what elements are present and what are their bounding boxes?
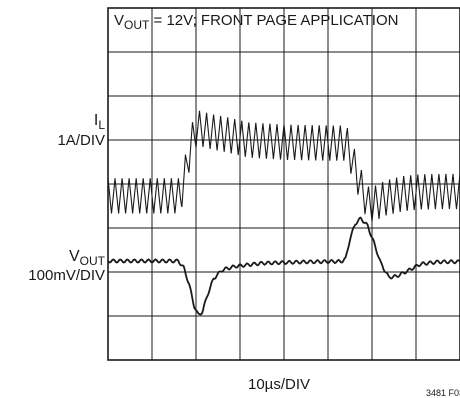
graticule bbox=[108, 8, 460, 360]
waveform-traces bbox=[107, 110, 460, 316]
scale-label-inductor-current: 1A/DIV bbox=[57, 132, 105, 149]
output-voltage-trace bbox=[107, 216, 460, 316]
scale-label-output-voltage: 100mV/DIV bbox=[28, 267, 105, 284]
chart-title: VOUT = 12V; FRONT PAGE APPLICATION bbox=[114, 12, 399, 32]
series-label-output-voltage: VOUT bbox=[68, 248, 105, 268]
figure-number: 3481 F03 bbox=[426, 388, 460, 398]
plot-frame bbox=[107, 7, 460, 361]
time-scale-label: 10µs/DIV bbox=[248, 376, 310, 393]
series-label-inductor-current: IL bbox=[93, 112, 105, 132]
inductor-current-trace bbox=[107, 110, 460, 222]
